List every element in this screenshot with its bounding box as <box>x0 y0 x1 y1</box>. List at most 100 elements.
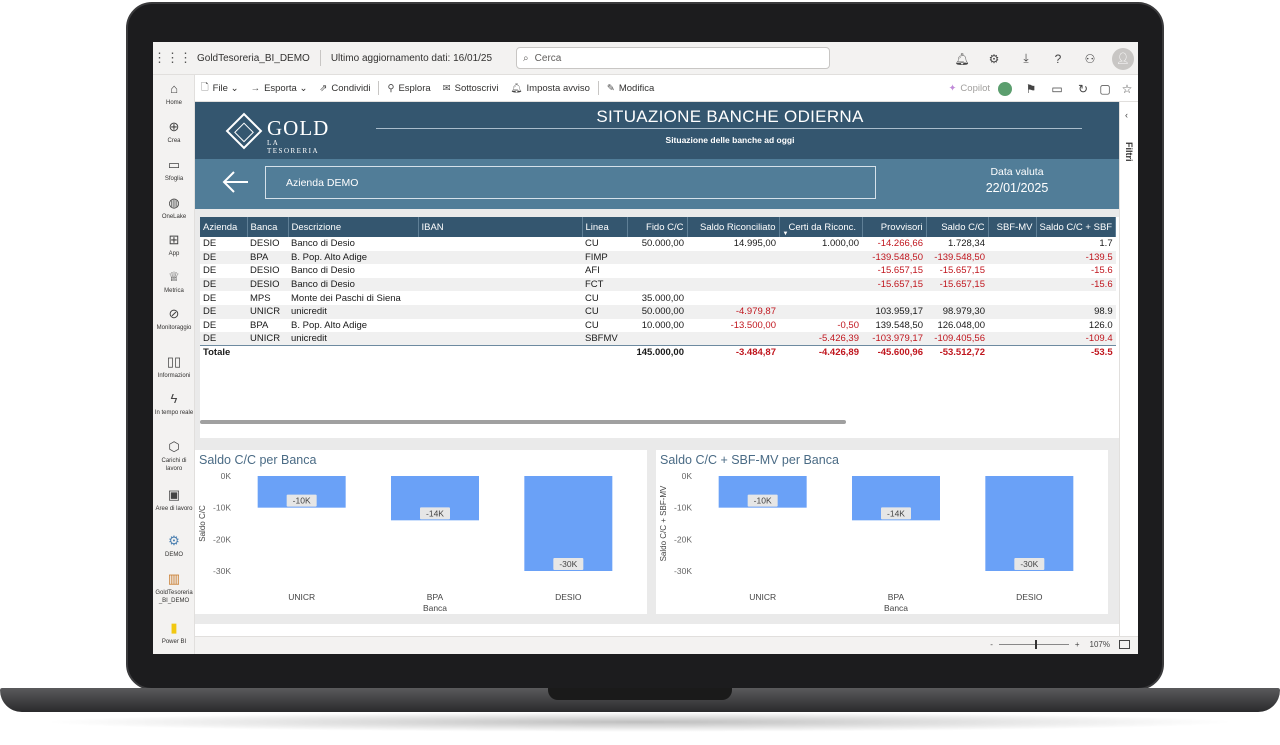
nav-workloads[interactable]: ⬡ Carichi di lavoro <box>153 439 195 473</box>
bookmark-icon[interactable]: ⚑ <box>1025 81 1037 96</box>
table-cell: -13.500,00 <box>730 319 776 331</box>
nav-report[interactable]: ▥ GoldTesoreria_BI_DEMO <box>153 571 195 605</box>
copilot-button[interactable]: ✦ Copilot <box>940 83 998 94</box>
column-header[interactable]: Banca <box>247 217 289 237</box>
table-cell: -109.4 <box>1036 332 1116 346</box>
filters-pane[interactable]: ‹ Filtri <box>1119 102 1138 654</box>
table-row[interactable]: DE DESIO Banco di Desio AFI -15.657,15 -15.65… <box>200 264 1116 278</box>
company-field[interactable]: Azienda DEMO <box>265 166 876 199</box>
comment-icon[interactable]: ▢ <box>1099 81 1111 96</box>
table-cell <box>779 291 862 305</box>
table-total-row[interactable]: Totale 145.000,00 -3.484,87 -4.426,89 -45.60… <box>200 345 1116 360</box>
favorite-icon[interactable]: ☆ <box>1121 81 1133 96</box>
zoom-slider-thumb[interactable] <box>1034 640 1037 649</box>
table-cell: Monte dei Paschi di Siena <box>291 292 401 304</box>
nav-create[interactable]: ⊕ Crea <box>153 119 195 145</box>
refresh-status-icon[interactable] <box>998 81 1012 96</box>
table-row[interactable]: DE MPS Monte dei Paschi di Siena CU 35.000,0… <box>200 291 1116 305</box>
table-row[interactable]: DE BPA B. Pop. Alto Adige FIMP -139.548,50 -1… <box>200 250 1116 265</box>
zoom-out-button[interactable]: - <box>990 640 993 649</box>
fit-to-page-icon[interactable] <box>1119 640 1130 649</box>
set-alert-button[interactable]: 🔔︎ Imposta avviso <box>504 83 595 94</box>
bar <box>524 476 613 571</box>
table-cell: 14.995,00 <box>733 238 776 250</box>
avatar[interactable]: 👤︎ <box>1112 47 1134 70</box>
nav-home[interactable]: ⌂ Home <box>153 81 195 107</box>
share-button[interactable]: ⇗ Condividi <box>313 83 376 94</box>
gear-icon[interactable]: ⚙ <box>988 51 1000 66</box>
table-row[interactable]: DE BPA B. Pop. Alto Adige CU 10.000,00 -13.50… <box>200 319 1116 333</box>
app-launcher-icon[interactable]: ⋮⋮⋮ <box>153 50 192 65</box>
nav-label: In tempo reale <box>154 410 194 416</box>
nav-monitoring[interactable]: ⊘ Monitoraggio <box>153 306 195 332</box>
bell-icon[interactable]: 🔔︎ <box>954 51 970 66</box>
table-cell: -53.512,72 <box>926 345 988 360</box>
table-cell: DE <box>203 238 217 250</box>
table-row[interactable]: DE UNICR unicredit CU 50.000,00 -4.979,87 103.… <box>200 304 1116 319</box>
chart-title: Saldo C/C per Banca <box>199 453 317 467</box>
nav-apps[interactable]: ⊞ App <box>153 232 195 258</box>
table-cell: -4.979,87 <box>687 304 779 319</box>
share-people-icon[interactable]: ⚇ <box>1084 51 1096 66</box>
subscribe-button[interactable]: ✉ Sottoscrivi <box>437 83 505 94</box>
zoom-slider[interactable] <box>998 640 1069 649</box>
chart-title: Saldo C/C + SBF-MV per Banca <box>660 453 839 467</box>
table-cell: DESIO <box>250 238 280 250</box>
table-cell <box>779 264 862 278</box>
table-cell: -15.657,15 <box>862 277 926 292</box>
banks-table[interactable]: Azienda Banca Descrizione IBAN Linea Fido C/C… <box>200 217 1119 438</box>
column-header[interactable]: Linea <box>582 217 628 237</box>
column-header[interactable]: Azienda <box>200 217 248 237</box>
file-menu[interactable]: 🗋︎ File ⌄ <box>195 80 245 96</box>
zoom-in-button[interactable]: + <box>1074 640 1080 649</box>
download-icon[interactable]: ⤓ <box>1023 51 1029 65</box>
nav-demo[interactable]: ⚙ DEMO <box>153 533 195 559</box>
chart-panel-saldo-sbf[interactable]: 0K -10K -20K -30K Saldo C/C + SBF-MV -10K UNIC… <box>656 450 1108 614</box>
view-icon[interactable]: ▭ <box>1051 81 1063 96</box>
column-header[interactable]: Saldo C/C + SBF <box>1036 217 1117 237</box>
explore-button[interactable]: ⚲ Esplora <box>381 83 436 94</box>
nav-info[interactable]: ▯▯ Informazioni <box>153 354 195 380</box>
bar <box>985 476 1074 571</box>
column-header[interactable]: Saldo C/C <box>926 217 989 237</box>
nav-onelake[interactable]: ◍ OneLake <box>153 195 195 221</box>
table-cell <box>988 277 1036 292</box>
column-header[interactable]: Fido C/C <box>627 217 688 237</box>
chart-panel-saldo[interactable]: 0K -10K -20K -30K Saldo C/C -10K UNICR -14K BPA -… <box>195 450 647 614</box>
back-arrow-icon[interactable] <box>221 167 251 197</box>
table-row[interactable]: DE UNICR unicredit SBFMV -5.426,39 -103.979,1… <box>200 332 1116 346</box>
y-tick-label: -20K <box>213 534 231 544</box>
table-cell: -15.657,15 <box>939 265 985 277</box>
nav-metrics[interactable]: ♕ Metrica <box>153 269 195 295</box>
column-header[interactable]: Saldo Riconciliato <box>687 217 780 237</box>
refresh-icon[interactable]: ↻ <box>1077 81 1089 96</box>
column-header[interactable]: Descrizione <box>288 217 419 237</box>
table-cell: -4.426,89 <box>779 345 862 360</box>
column-header[interactable]: IBAN <box>418 217 583 237</box>
data-label: -30K <box>1020 559 1038 569</box>
nav-workspaces[interactable]: ▣ Aree di lavoro <box>153 487 195 513</box>
divider <box>378 81 380 95</box>
report-name[interactable]: GoldTesoreria_BI_DEMO <box>197 52 310 64</box>
export-menu[interactable]: → Esporta ⌄ <box>250 82 308 94</box>
report-canvas: GOLD LA TESORERIA SITUAZIONE BANCHE ODIE… <box>195 102 1119 654</box>
nav-browse[interactable]: ▭ Sfoglia <box>153 157 195 183</box>
last-updated[interactable]: Ultimo aggiornamento dati: 16/01/25 <box>330 52 493 64</box>
help-icon[interactable]: ? <box>1054 51 1062 66</box>
table-row[interactable]: DE DESIO Banco di Desio CU 50.000,00 14.995,0… <box>200 237 1116 251</box>
chevron-left-icon[interactable]: ‹ <box>1125 110 1128 120</box>
table-row[interactable]: DE DESIO Banco di Desio FCT -15.657,15 -15.65… <box>200 277 1116 292</box>
search-input[interactable]: ⌕ Cerca <box>516 47 831 69</box>
column-header[interactable]: Provvisori <box>862 217 927 237</box>
table-cell <box>988 304 1036 319</box>
column-header[interactable]: ▼Certi da Riconc. <box>779 217 863 237</box>
table-cell: UNICR <box>247 304 288 319</box>
nav-realtime[interactable]: ϟ In tempo reale <box>153 391 195 417</box>
sort-desc-icon[interactable]: ▼ <box>782 230 789 237</box>
nav-powerbi[interactable]: ▮ Power BI <box>153 620 195 646</box>
data-label-bg <box>1014 558 1045 570</box>
edit-button[interactable]: ✎ Modifica <box>601 83 660 94</box>
horizontal-scrollbar[interactable] <box>200 420 846 424</box>
column-header[interactable]: SBF-MV <box>988 217 1037 237</box>
